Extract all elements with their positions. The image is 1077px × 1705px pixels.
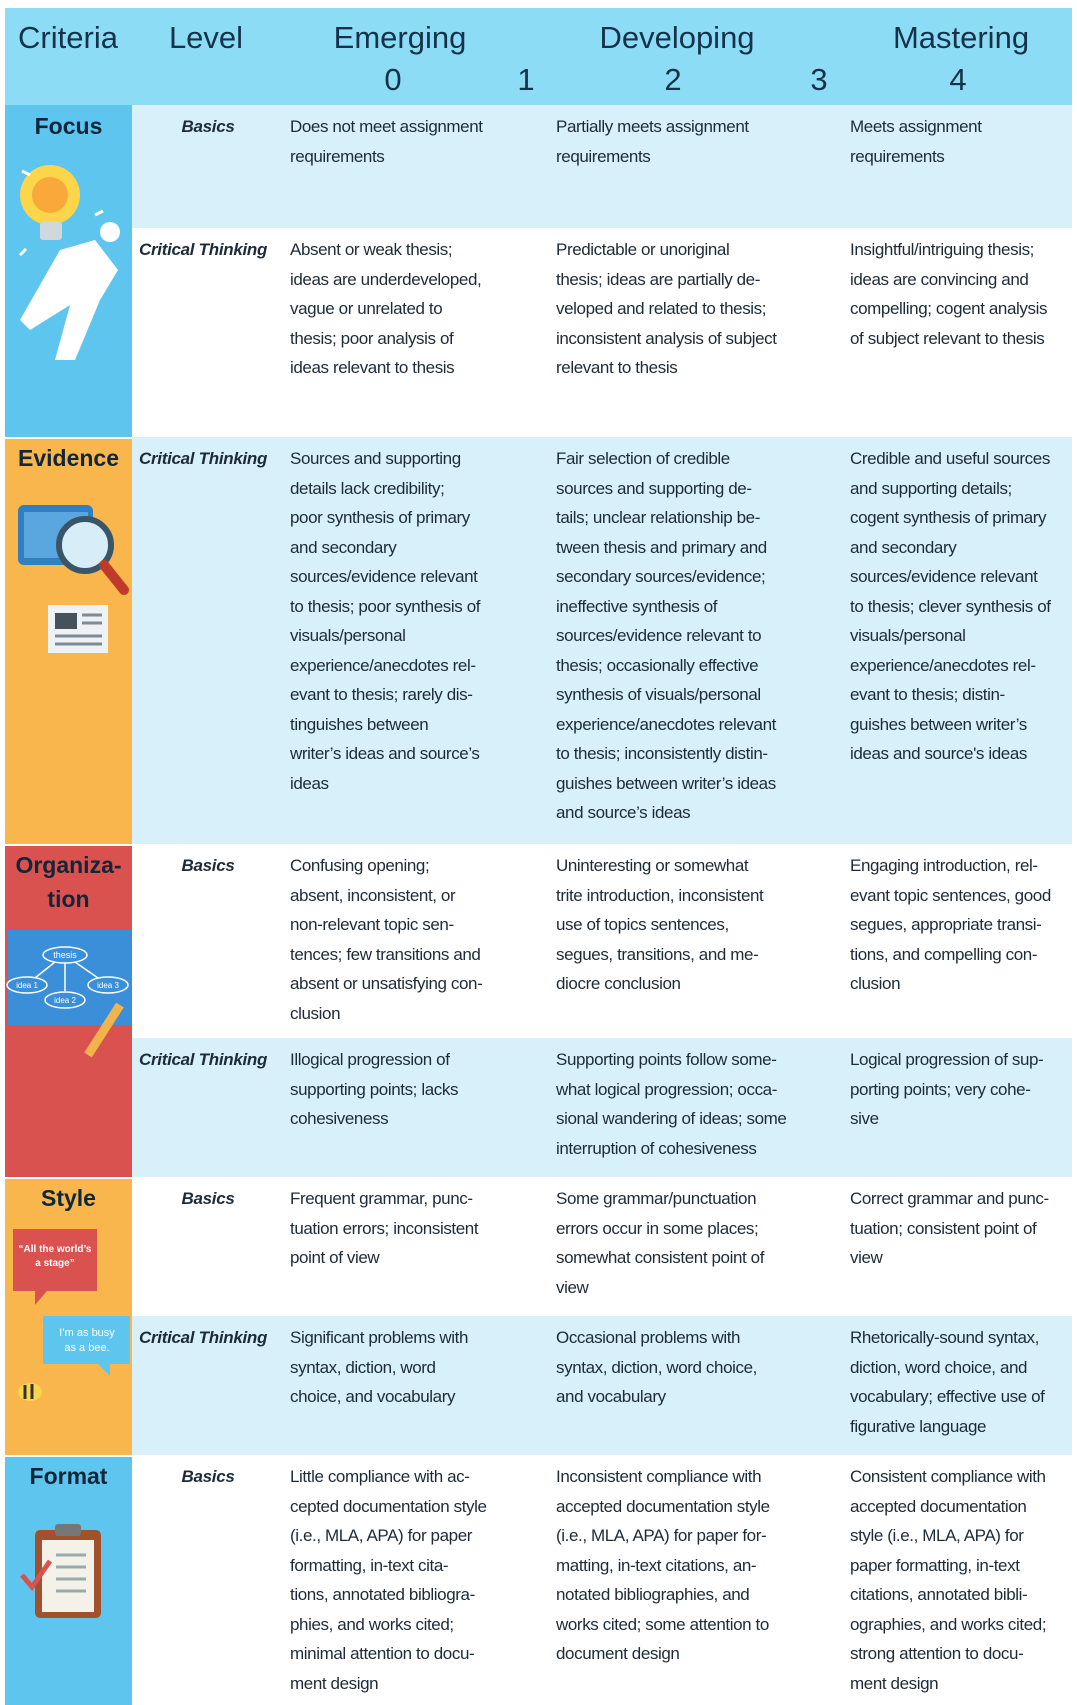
description: Logical progression of sup- porting poin… bbox=[850, 1050, 1044, 1128]
description: Engaging introduction, rel- evant topic … bbox=[850, 856, 1051, 993]
description: Frequent grammar, punc- tuation errors; … bbox=[290, 1189, 479, 1267]
criteria-name: Organiza- tion bbox=[15, 852, 122, 912]
level-label: Basics bbox=[181, 117, 235, 136]
description: Uninteresting or somewhat trite introduc… bbox=[556, 856, 764, 993]
description: Does not meet assignment requirements bbox=[290, 117, 483, 166]
row-background bbox=[132, 1177, 1072, 1316]
row-background bbox=[132, 1455, 1072, 1705]
description: Predictable or unoriginal thesis; ideas … bbox=[556, 240, 777, 377]
description: Correct grammar and punc- tuation; consi… bbox=[850, 1189, 1049, 1267]
description: Little compliance with ac- cepted docume… bbox=[290, 1467, 487, 1693]
criteria-cell bbox=[5, 439, 132, 844]
description: Consistent compliance with accepted docu… bbox=[850, 1467, 1047, 1693]
header-score: 0 bbox=[384, 62, 402, 97]
description: Rhetorically-sound syntax, diction, word… bbox=[850, 1328, 1045, 1436]
description: Absent or weak thesis; ideas are underde… bbox=[290, 240, 482, 377]
criteria-cell bbox=[5, 1457, 132, 1705]
header-score: 3 bbox=[810, 62, 828, 97]
description: Confusing opening; absent, inconsistent,… bbox=[290, 856, 483, 1023]
description: Inconsistent compliance with accepted do… bbox=[556, 1467, 770, 1663]
row-background bbox=[132, 228, 1072, 437]
description: Fair selection of credible sources and s… bbox=[556, 449, 776, 822]
description: Occasional problems with syntax, diction… bbox=[556, 1328, 757, 1406]
header-score: 2 bbox=[664, 62, 682, 97]
header-level: Level bbox=[168, 20, 244, 55]
row-background bbox=[132, 1316, 1072, 1455]
description: Sources and supporting details lack cred… bbox=[290, 449, 481, 793]
header-score: 4 bbox=[949, 62, 967, 97]
description: Meets assignment requirements bbox=[850, 117, 982, 166]
level-label: Basics bbox=[181, 856, 235, 875]
criteria-cell bbox=[5, 1179, 132, 1455]
level-label: Basics bbox=[181, 1467, 235, 1486]
description: Partially meets assignment requirements bbox=[556, 117, 749, 166]
description: Some grammar/punctuation errors occur in… bbox=[556, 1189, 765, 1297]
row-background bbox=[132, 105, 1072, 228]
row-background bbox=[132, 1038, 1072, 1177]
level-label: Critical Thinking bbox=[139, 1328, 268, 1347]
header-column: Mastering bbox=[892, 20, 1030, 55]
level-label: Critical Thinking bbox=[139, 449, 268, 468]
description: Illogical progression of supporting poin… bbox=[290, 1050, 459, 1128]
description: Supporting points follow some- what logi… bbox=[556, 1050, 787, 1158]
criteria-name: Style bbox=[41, 1185, 96, 1211]
level-label: Basics bbox=[181, 1189, 235, 1208]
header-criteria: Criteria bbox=[18, 20, 118, 55]
row-background bbox=[132, 437, 1072, 844]
row-background bbox=[132, 844, 1072, 1038]
criteria-name: Format bbox=[29, 1463, 108, 1489]
criteria-name: Evidence bbox=[18, 445, 119, 471]
criteria-cell bbox=[5, 105, 132, 437]
header-band bbox=[5, 8, 1072, 105]
level-label: Critical Thinking bbox=[139, 240, 268, 259]
header-column: Developing bbox=[599, 20, 755, 55]
description: Significant problems with syntax, dictio… bbox=[290, 1328, 469, 1406]
description: Credible and useful sources and supporti… bbox=[850, 449, 1051, 763]
criteria-name: Focus bbox=[34, 113, 103, 139]
header-column: Emerging bbox=[333, 20, 467, 55]
level-label: Critical Thinking bbox=[139, 1050, 268, 1069]
header-score: 1 bbox=[517, 62, 535, 97]
description: Insightful/intriguing thesis; ideas are … bbox=[850, 240, 1048, 348]
